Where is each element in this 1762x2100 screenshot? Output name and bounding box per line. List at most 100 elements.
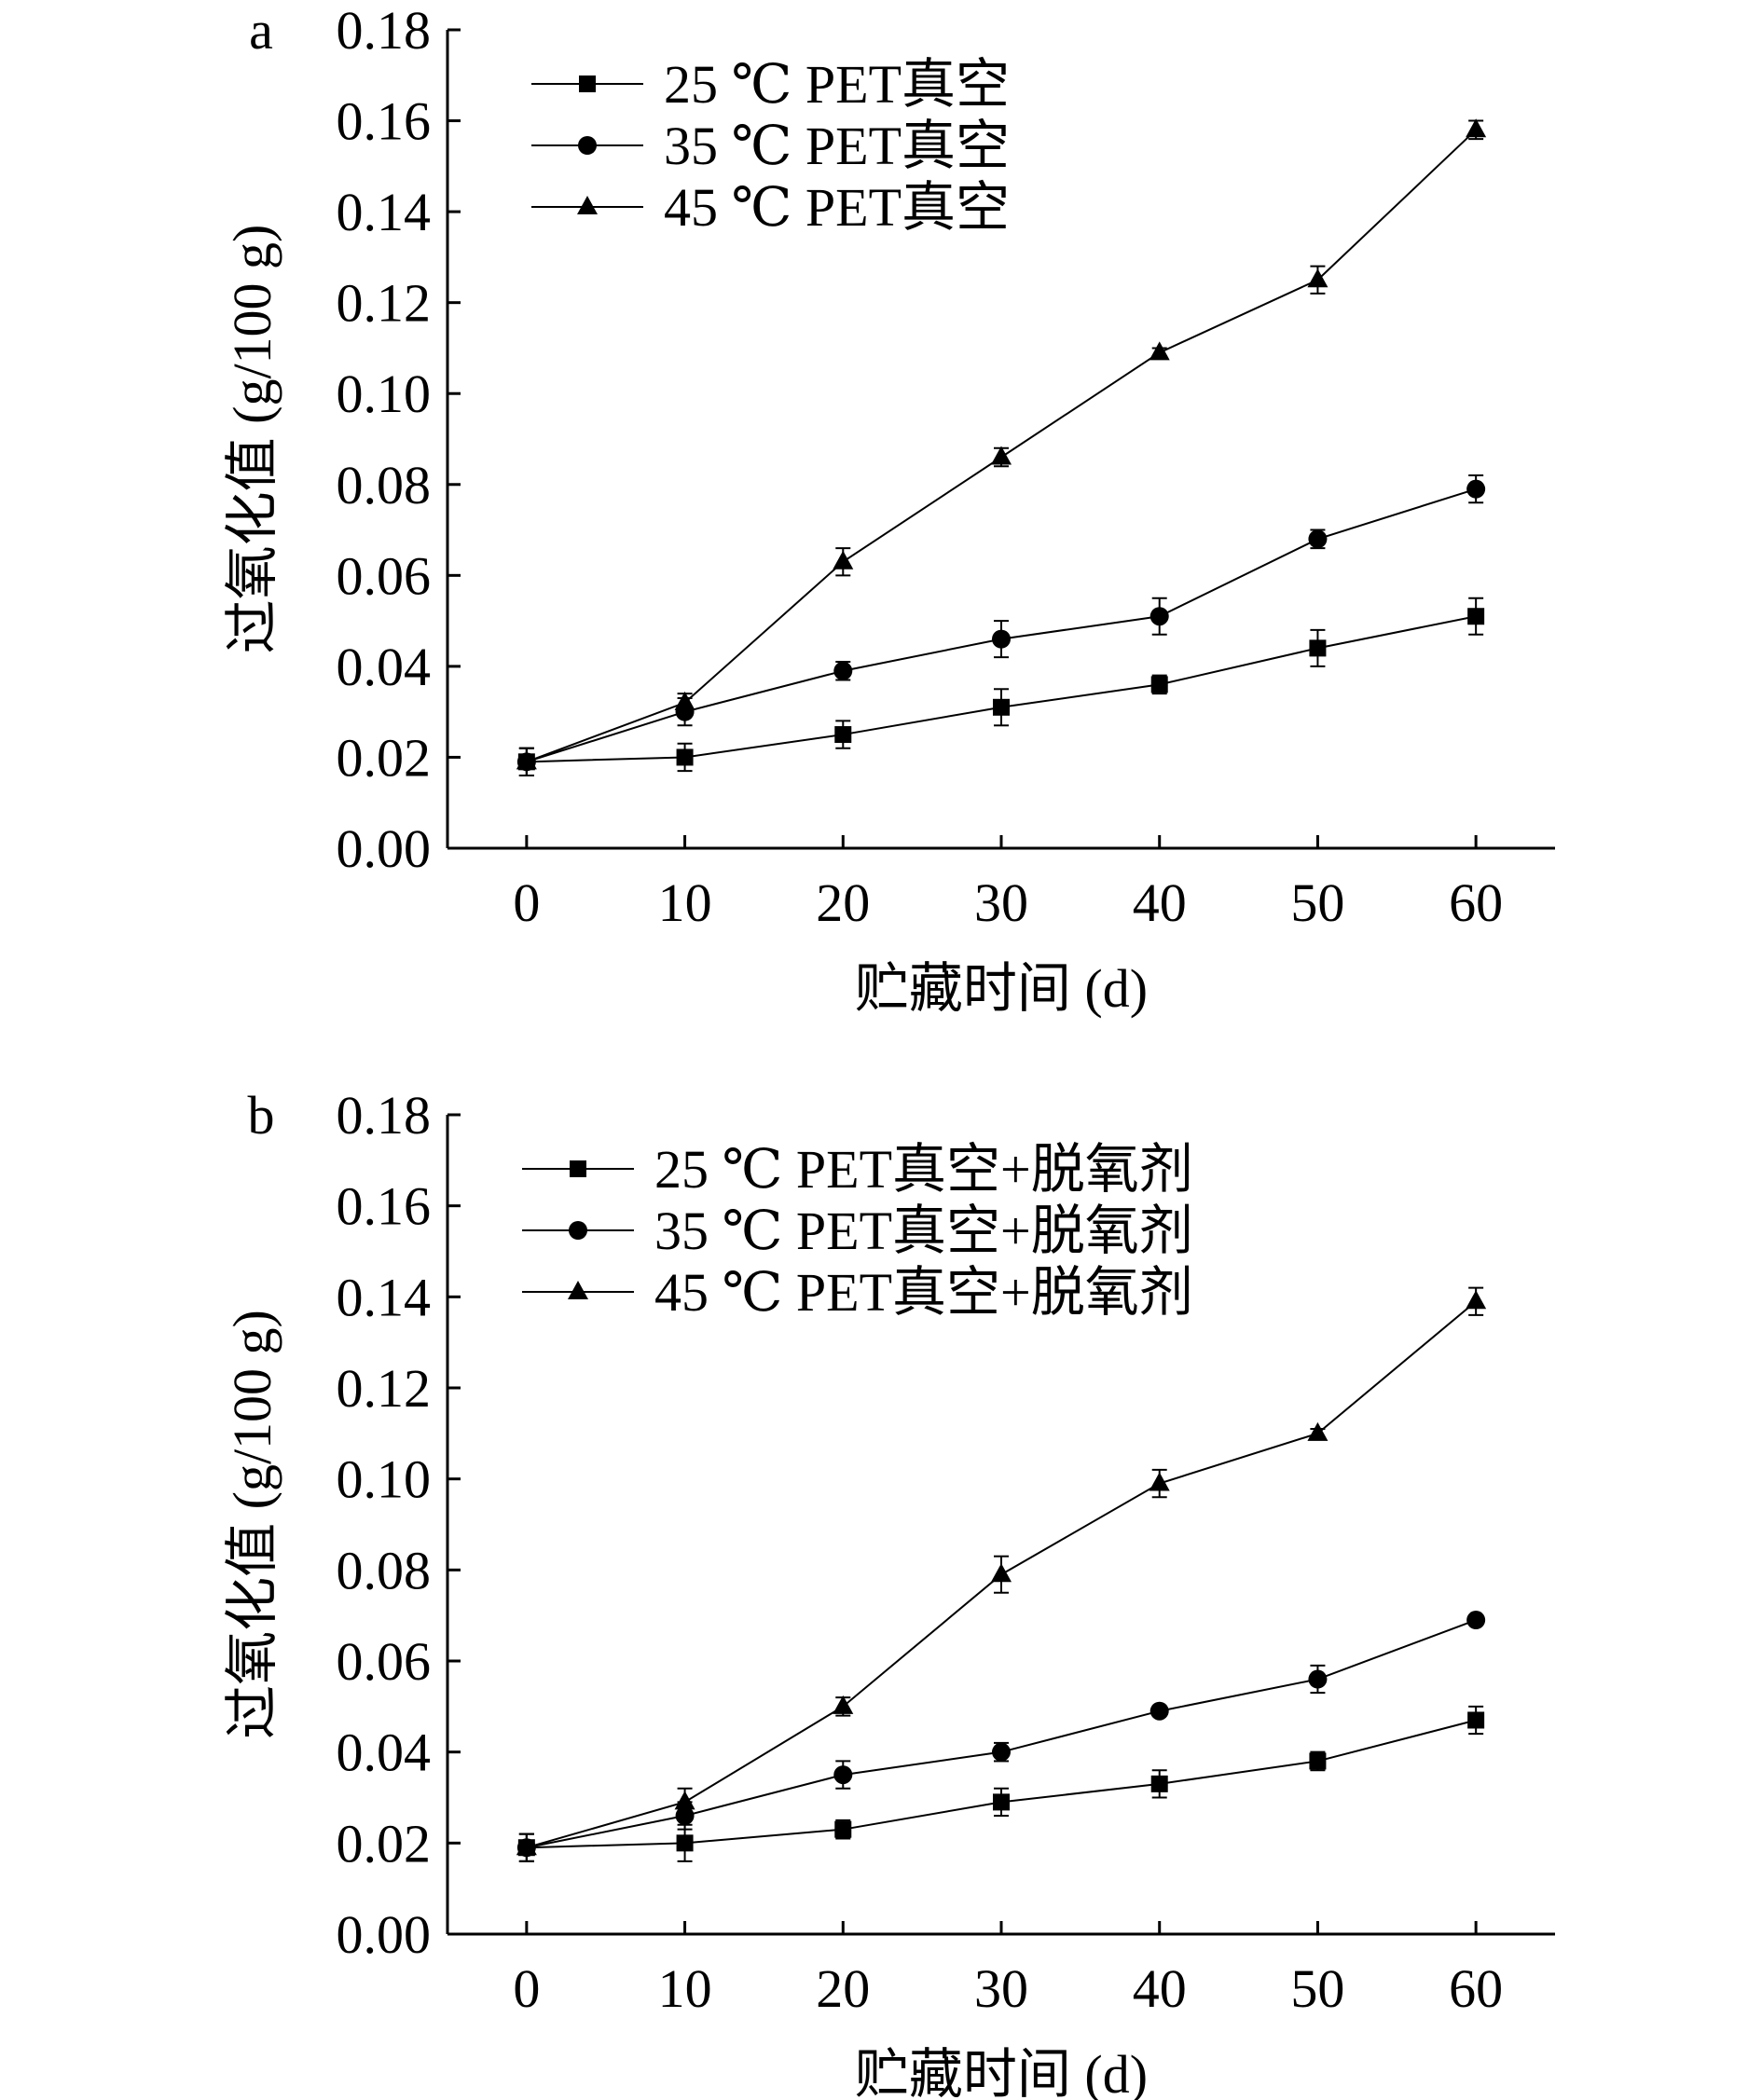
legend-label: 35 ℃ PET真空 <box>664 116 1010 176</box>
legend-marker <box>569 1221 587 1240</box>
y-tick-label: 0.10 <box>337 1449 432 1510</box>
legend-item: 45 ℃ PET真空+脱氧剂 <box>522 1262 1193 1323</box>
data-point <box>833 1695 854 1714</box>
data-point <box>833 1765 853 1785</box>
data-point <box>1308 1669 1328 1689</box>
data-point <box>676 748 694 766</box>
data-point <box>1466 1290 1487 1310</box>
data-point <box>993 1793 1010 1811</box>
data-point <box>833 661 853 680</box>
data-point <box>834 1820 852 1838</box>
series-circle <box>516 474 1486 776</box>
legend-marker <box>570 1160 586 1177</box>
x-tick-label: 30 <box>974 872 1028 933</box>
legend-label: 45 ℃ PET真空+脱氧剂 <box>654 1262 1193 1323</box>
data-point <box>1309 639 1327 657</box>
y-tick-label: 0.02 <box>337 1813 432 1874</box>
x-tick-label: 60 <box>1449 872 1503 933</box>
data-point <box>991 1563 1012 1583</box>
data-point <box>1149 1472 1170 1491</box>
legend-item: 25 ℃ PET真空 <box>531 54 1010 115</box>
y-tick-label: 0.08 <box>337 1540 432 1600</box>
series-line <box>526 1719 1477 1849</box>
data-point <box>1150 1775 1168 1792</box>
data-point <box>674 691 695 710</box>
legend-item: 25 ℃ PET真空+脱氧剂 <box>522 1139 1193 1200</box>
y-tick-label: 0.08 <box>337 455 432 515</box>
legend-marker <box>579 75 596 92</box>
y-tick-label: 0.10 <box>337 364 432 424</box>
data-point <box>1307 268 1328 288</box>
data-point <box>1307 1421 1328 1441</box>
x-axis-label: 贮藏时间 (d) <box>855 958 1148 1019</box>
y-tick-label: 0.14 <box>337 182 432 242</box>
legend-item: 35 ℃ PET真空+脱氧剂 <box>522 1201 1193 1261</box>
data-point <box>1149 341 1170 361</box>
y-tick-label: 0.12 <box>337 273 432 334</box>
data-point <box>1150 676 1168 693</box>
data-point <box>1466 118 1487 138</box>
y-tick-label: 0.18 <box>337 0 432 61</box>
x-tick-label: 30 <box>974 1958 1028 2019</box>
y-tick-label: 0.02 <box>337 727 432 788</box>
data-point <box>1308 529 1328 549</box>
data-point <box>1466 479 1486 499</box>
y-tick-label: 0.12 <box>337 1358 432 1419</box>
chart-panel-b: 0.00 0.02 0.04 0.06 0.08 0.10 0.12 0.14 0.16 0.18… <box>222 1085 1555 2100</box>
series-triangle <box>516 1286 1487 1862</box>
series-square <box>517 1705 1485 1862</box>
x-tick-label: 40 <box>1133 872 1187 933</box>
data-point <box>834 726 852 744</box>
legend-marker <box>577 196 598 214</box>
x-tick-label: 20 <box>816 872 870 933</box>
data-point <box>992 1742 1011 1762</box>
data-point <box>991 446 1012 465</box>
x-axis-label: 贮藏时间 (d) <box>855 2044 1148 2100</box>
x-tick-label: 50 <box>1290 1958 1344 2019</box>
y-tick-label: 0.06 <box>337 545 432 606</box>
data-point <box>992 629 1011 649</box>
x-tick-label: 40 <box>1133 1958 1187 2019</box>
data-point <box>1466 1611 1486 1630</box>
y-tick-label: 0.00 <box>337 1904 432 1965</box>
x-tick-label: 0 <box>513 872 540 933</box>
x-tick-label: 0 <box>513 1958 540 2019</box>
legend-item: 45 ℃ PET真空 <box>531 177 1010 238</box>
y-tick-label: 0.04 <box>337 637 432 697</box>
x-tick-label: 60 <box>1449 1958 1503 2019</box>
legend-label: 25 ℃ PET真空 <box>664 54 1010 115</box>
series-triangle <box>516 118 1487 776</box>
legend-marker <box>568 1281 588 1299</box>
chart-panel-a: 0.00 0.02 0.04 0.06 0.08 0.10 0.12 0.14 0.16 0.18… <box>222 0 1555 1019</box>
legend-label: 45 ℃ PET真空 <box>664 177 1010 238</box>
x-tick-label: 50 <box>1290 872 1344 933</box>
y-tick-label: 0.00 <box>337 818 432 879</box>
y-axis-label: 过氧化值 (g/100 g) <box>222 225 282 654</box>
data-point <box>1467 1711 1485 1729</box>
y-tick-label: 0.06 <box>337 1631 432 1692</box>
legend-label: 35 ℃ PET真空+脱氧剂 <box>654 1201 1193 1261</box>
data-point <box>993 698 1010 716</box>
y-axis-label: 过氧化值 (g/100 g) <box>222 1310 282 1739</box>
series-circle <box>516 1611 1486 1862</box>
data-point <box>674 1791 695 1810</box>
y-tick-label: 0.16 <box>337 91 432 152</box>
data-point <box>1149 1701 1169 1721</box>
x-tick-label: 20 <box>816 1958 870 2019</box>
data-point <box>676 1834 694 1852</box>
legend-marker <box>578 136 597 155</box>
panel-letter: b <box>248 1085 275 1146</box>
y-tick-label: 0.18 <box>337 1085 432 1146</box>
y-tick-label: 0.04 <box>337 1723 432 1783</box>
x-tick-label: 10 <box>658 1958 712 2019</box>
data-point <box>516 1836 537 1856</box>
y-tick-label: 0.14 <box>337 1267 432 1327</box>
data-point <box>1309 1752 1327 1770</box>
data-point <box>516 750 537 770</box>
x-tick-label: 10 <box>658 872 712 933</box>
data-point <box>1149 607 1169 626</box>
panel-letter: a <box>249 0 273 61</box>
